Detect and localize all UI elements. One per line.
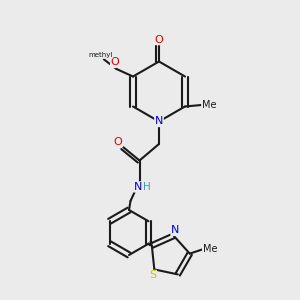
- Text: O: O: [154, 34, 164, 45]
- Text: S: S: [149, 270, 156, 280]
- Text: O: O: [114, 136, 123, 147]
- Text: Me: Me: [202, 244, 217, 254]
- Text: methyl: methyl: [88, 52, 112, 58]
- Text: O: O: [111, 57, 119, 68]
- Text: N: N: [134, 182, 142, 192]
- Text: H: H: [143, 182, 151, 192]
- Text: Me: Me: [202, 100, 216, 110]
- Text: N: N: [171, 225, 179, 236]
- Text: N: N: [155, 116, 163, 127]
